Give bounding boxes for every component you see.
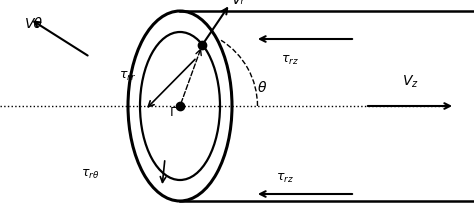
Text: $\tau_{rz}$: $\tau_{rz}$ — [281, 53, 299, 67]
Text: $\tau_{rr}$: $\tau_{rr}$ — [119, 70, 137, 82]
Text: $\tau_{rz}$: $\tau_{rz}$ — [276, 172, 294, 185]
Text: Vθ: Vθ — [25, 17, 43, 31]
Text: $V_z$: $V_z$ — [401, 74, 419, 90]
Text: $\theta$: $\theta$ — [257, 80, 267, 95]
Text: Vᵣ: Vᵣ — [231, 0, 245, 7]
Text: $\Gamma$: $\Gamma$ — [169, 106, 177, 119]
Text: $\tau_{r\theta}$: $\tau_{r\theta}$ — [81, 167, 99, 181]
